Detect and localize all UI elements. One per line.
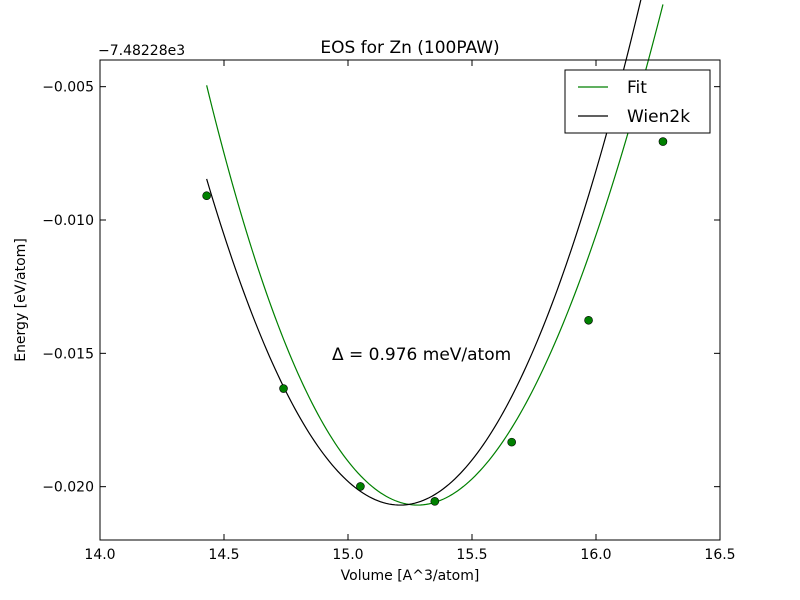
data-point: [658, 137, 668, 146]
plot-frame: [99, 59, 721, 541]
x-tick-label: 14.0: [84, 547, 115, 563]
y-tick-label: −0.005: [42, 80, 94, 96]
legend-label-wien2k: Wien2k: [627, 107, 690, 127]
x-tick-label: 14.5: [208, 547, 239, 563]
y-offset-label: −7.48228e3: [98, 43, 185, 59]
plot-area: [100, 60, 720, 540]
delta-annotation: Δ = 0.976 meV/atom: [332, 345, 511, 365]
legend-box: [564, 69, 711, 134]
data-point: [279, 384, 288, 393]
data-point: [584, 315, 593, 325]
y-tick-label: −0.010: [42, 213, 94, 229]
data-point: [430, 497, 440, 506]
points-layer: [202, 137, 668, 506]
x-tick-label: 15.5: [456, 547, 487, 563]
chart-title: EOS for Zn (100PAW): [320, 38, 499, 58]
x-tick-label: 16.0: [580, 547, 611, 563]
legend: Fit Wien2k: [564, 69, 711, 134]
data-point: [356, 482, 365, 491]
ticks-layer: 14.0 14.5 15.0 15.5 16.0 16.5 −0.020 −0.015 −0.0…: [42, 60, 736, 563]
y-tick-label: −0.020: [42, 480, 94, 496]
y-tick-label: −0.015: [42, 346, 94, 362]
data-point: [202, 191, 211, 201]
x-tick-label: 16.5: [704, 547, 735, 563]
y-axis-label: Energy [eV/atom]: [13, 238, 29, 362]
data-point: [507, 437, 516, 447]
legend-label-fit: Fit: [627, 78, 647, 98]
x-axis-label: Volume [A^3/atom]: [341, 568, 480, 584]
x-tick-label: 15.0: [332, 547, 363, 563]
